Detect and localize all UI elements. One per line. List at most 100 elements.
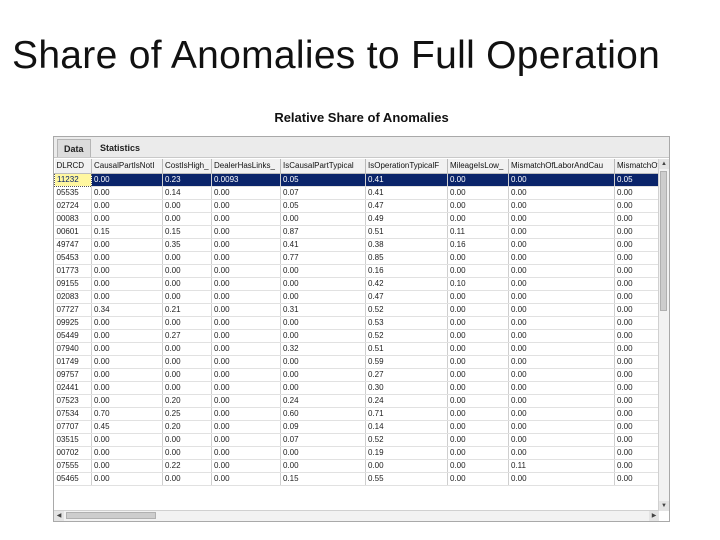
table-row[interactable]: 00702 0.00 0.00 0.00 0.00 0.19 0.00 0.00 0.00 xyxy=(54,446,659,460)
share-value-cell[interactable]: 0.00 xyxy=(162,368,212,382)
share-value-cell[interactable]: 0.31 xyxy=(280,303,366,317)
share-value-cell[interactable]: 0.00 xyxy=(162,446,212,460)
share-value-cell[interactable]: 0.09 xyxy=(280,420,366,434)
share-value-cell[interactable]: 0.00 xyxy=(91,251,163,265)
dealer-code-cell[interactable]: 05449 xyxy=(54,329,92,343)
share-value-cell[interactable]: 0.00 xyxy=(614,186,659,200)
share-value-cell[interactable]: 0.00 xyxy=(280,446,366,460)
share-value-cell[interactable]: 0.00 xyxy=(280,290,366,304)
share-value-cell[interactable]: 0.00 xyxy=(508,303,615,317)
table-row[interactable]: 07707 0.45 0.20 0.00 0.09 0.14 0.00 0.00 0.00 xyxy=(54,420,659,434)
table-row[interactable]: 49747 0.00 0.35 0.00 0.41 0.38 0.16 0.00 0.00 xyxy=(54,238,659,252)
table-row[interactable]: 07727 0.34 0.21 0.00 0.31 0.52 0.00 0.00 0.00 xyxy=(54,303,659,317)
column-header[interactable]: MismatchOfLaborAndCau xyxy=(508,159,615,174)
share-value-cell[interactable]: 0.05 xyxy=(280,173,366,187)
dealer-code-cell[interactable]: 09155 xyxy=(54,277,92,291)
table-row[interactable]: 07940 0.00 0.00 0.00 0.32 0.51 0.00 0.00 0.00 xyxy=(54,342,659,356)
share-value-cell[interactable]: 0.85 xyxy=(365,251,448,265)
share-value-cell[interactable]: 0.16 xyxy=(447,238,509,252)
share-value-cell[interactable]: 0.00 xyxy=(508,277,615,291)
share-value-cell[interactable]: 0.00 xyxy=(508,251,615,265)
share-value-cell[interactable]: 0.00 xyxy=(614,433,659,447)
share-value-cell[interactable]: 0.05 xyxy=(280,199,366,213)
share-value-cell[interactable]: 0.00 xyxy=(91,290,163,304)
share-value-cell[interactable]: 0.00 xyxy=(162,342,212,356)
share-value-cell[interactable]: 0.20 xyxy=(162,394,212,408)
share-value-cell[interactable]: 0.00 xyxy=(508,368,615,382)
share-value-cell[interactable]: 0.11 xyxy=(508,459,615,473)
share-value-cell[interactable]: 0.00 xyxy=(614,381,659,395)
dealer-code-cell[interactable]: 07707 xyxy=(54,420,92,434)
share-value-cell[interactable]: 0.0093 xyxy=(211,173,281,187)
share-value-cell[interactable]: 0.00 xyxy=(162,290,212,304)
share-value-cell[interactable]: 0.00 xyxy=(447,173,509,187)
share-value-cell[interactable]: 0.00 xyxy=(91,394,163,408)
share-value-cell[interactable]: 0.00 xyxy=(211,433,281,447)
share-value-cell[interactable]: 0.00 xyxy=(211,394,281,408)
share-value-cell[interactable]: 0.51 xyxy=(365,342,448,356)
share-value-cell[interactable]: 0.00 xyxy=(365,459,448,473)
share-value-cell[interactable]: 0.47 xyxy=(365,199,448,213)
share-value-cell[interactable]: 0.00 xyxy=(162,264,212,278)
share-value-cell[interactable]: 0.00 xyxy=(508,381,615,395)
share-value-cell[interactable]: 0.55 xyxy=(365,472,448,486)
table-row[interactable]: 05465 0.00 0.00 0.00 0.15 0.55 0.00 0.00 0.00 xyxy=(54,472,659,486)
share-value-cell[interactable]: 0.00 xyxy=(614,316,659,330)
share-value-cell[interactable]: 0.00 xyxy=(91,186,163,200)
dealer-code-cell[interactable]: 09925 xyxy=(54,316,92,330)
dealer-code-cell[interactable]: 00702 xyxy=(54,446,92,460)
dealer-code-cell[interactable]: 00601 xyxy=(54,225,92,239)
table-row[interactable]: 07534 0.70 0.25 0.00 0.60 0.71 0.00 0.00 0.00 xyxy=(54,407,659,421)
share-value-cell[interactable]: 0.00 xyxy=(211,420,281,434)
share-value-cell[interactable]: 0.00 xyxy=(508,186,615,200)
vertical-scroll-thumb[interactable] xyxy=(660,171,667,311)
share-value-cell[interactable]: 0.00 xyxy=(447,329,509,343)
share-value-cell[interactable]: 0.00 xyxy=(211,329,281,343)
dealer-code-cell[interactable]: 11232 xyxy=(54,173,92,187)
share-value-cell[interactable]: 0.00 xyxy=(280,264,366,278)
share-value-cell[interactable]: 0.00 xyxy=(211,355,281,369)
share-value-cell[interactable]: 0.00 xyxy=(447,290,509,304)
share-value-cell[interactable]: 0.24 xyxy=(365,394,448,408)
share-value-cell[interactable]: 0.60 xyxy=(280,407,366,421)
share-value-cell[interactable]: 0.00 xyxy=(211,264,281,278)
share-value-cell[interactable]: 0.00 xyxy=(508,225,615,239)
share-value-cell[interactable]: 0.00 xyxy=(211,342,281,356)
share-value-cell[interactable]: 0.00 xyxy=(162,199,212,213)
scroll-down-icon[interactable]: ▼ xyxy=(659,501,669,511)
share-value-cell[interactable]: 0.00 xyxy=(614,355,659,369)
share-value-cell[interactable]: 0.00 xyxy=(211,251,281,265)
table-row[interactable]: 01749 0.00 0.00 0.00 0.00 0.59 0.00 0.00 0.00 xyxy=(54,355,659,369)
column-header[interactable]: IsOperationTypicalF xyxy=(365,159,448,174)
column-header[interactable]: CostIsHigh_ xyxy=(162,159,212,174)
share-value-cell[interactable]: 0.00 xyxy=(614,420,659,434)
share-value-cell[interactable]: 0.00 xyxy=(614,225,659,239)
share-value-cell[interactable]: 0.34 xyxy=(91,303,163,317)
share-value-cell[interactable]: 0.00 xyxy=(508,355,615,369)
share-value-cell[interactable]: 0.15 xyxy=(91,225,163,239)
share-value-cell[interactable]: 0.00 xyxy=(508,238,615,252)
share-value-cell[interactable]: 0.00 xyxy=(614,407,659,421)
share-value-cell[interactable]: 0.41 xyxy=(365,186,448,200)
dealer-code-cell[interactable]: 01749 xyxy=(54,355,92,369)
share-value-cell[interactable]: 0.23 xyxy=(162,173,212,187)
share-value-cell[interactable]: 0.00 xyxy=(211,459,281,473)
share-value-cell[interactable]: 0.00 xyxy=(91,329,163,343)
share-value-cell[interactable]: 0.00 xyxy=(614,394,659,408)
share-value-cell[interactable]: 0.41 xyxy=(365,173,448,187)
share-value-cell[interactable]: 0.00 xyxy=(614,303,659,317)
share-value-cell[interactable]: 0.07 xyxy=(280,433,366,447)
horizontal-scroll-thumb[interactable] xyxy=(66,512,156,519)
share-value-cell[interactable]: 0.00 xyxy=(91,459,163,473)
dealer-code-cell[interactable]: 07523 xyxy=(54,394,92,408)
share-value-cell[interactable]: 0.00 xyxy=(211,407,281,421)
share-value-cell[interactable]: 0.35 xyxy=(162,238,212,252)
scroll-left-icon[interactable]: ◀ xyxy=(54,511,64,521)
share-value-cell[interactable]: 0.00 xyxy=(614,264,659,278)
share-value-cell[interactable]: 0.00 xyxy=(211,381,281,395)
share-value-cell[interactable]: 0.00 xyxy=(614,238,659,252)
column-header[interactable]: MileageIsLow_ xyxy=(447,159,509,174)
share-value-cell[interactable]: 0.00 xyxy=(91,342,163,356)
share-value-cell[interactable]: 0.70 xyxy=(91,407,163,421)
share-value-cell[interactable]: 0.41 xyxy=(280,238,366,252)
